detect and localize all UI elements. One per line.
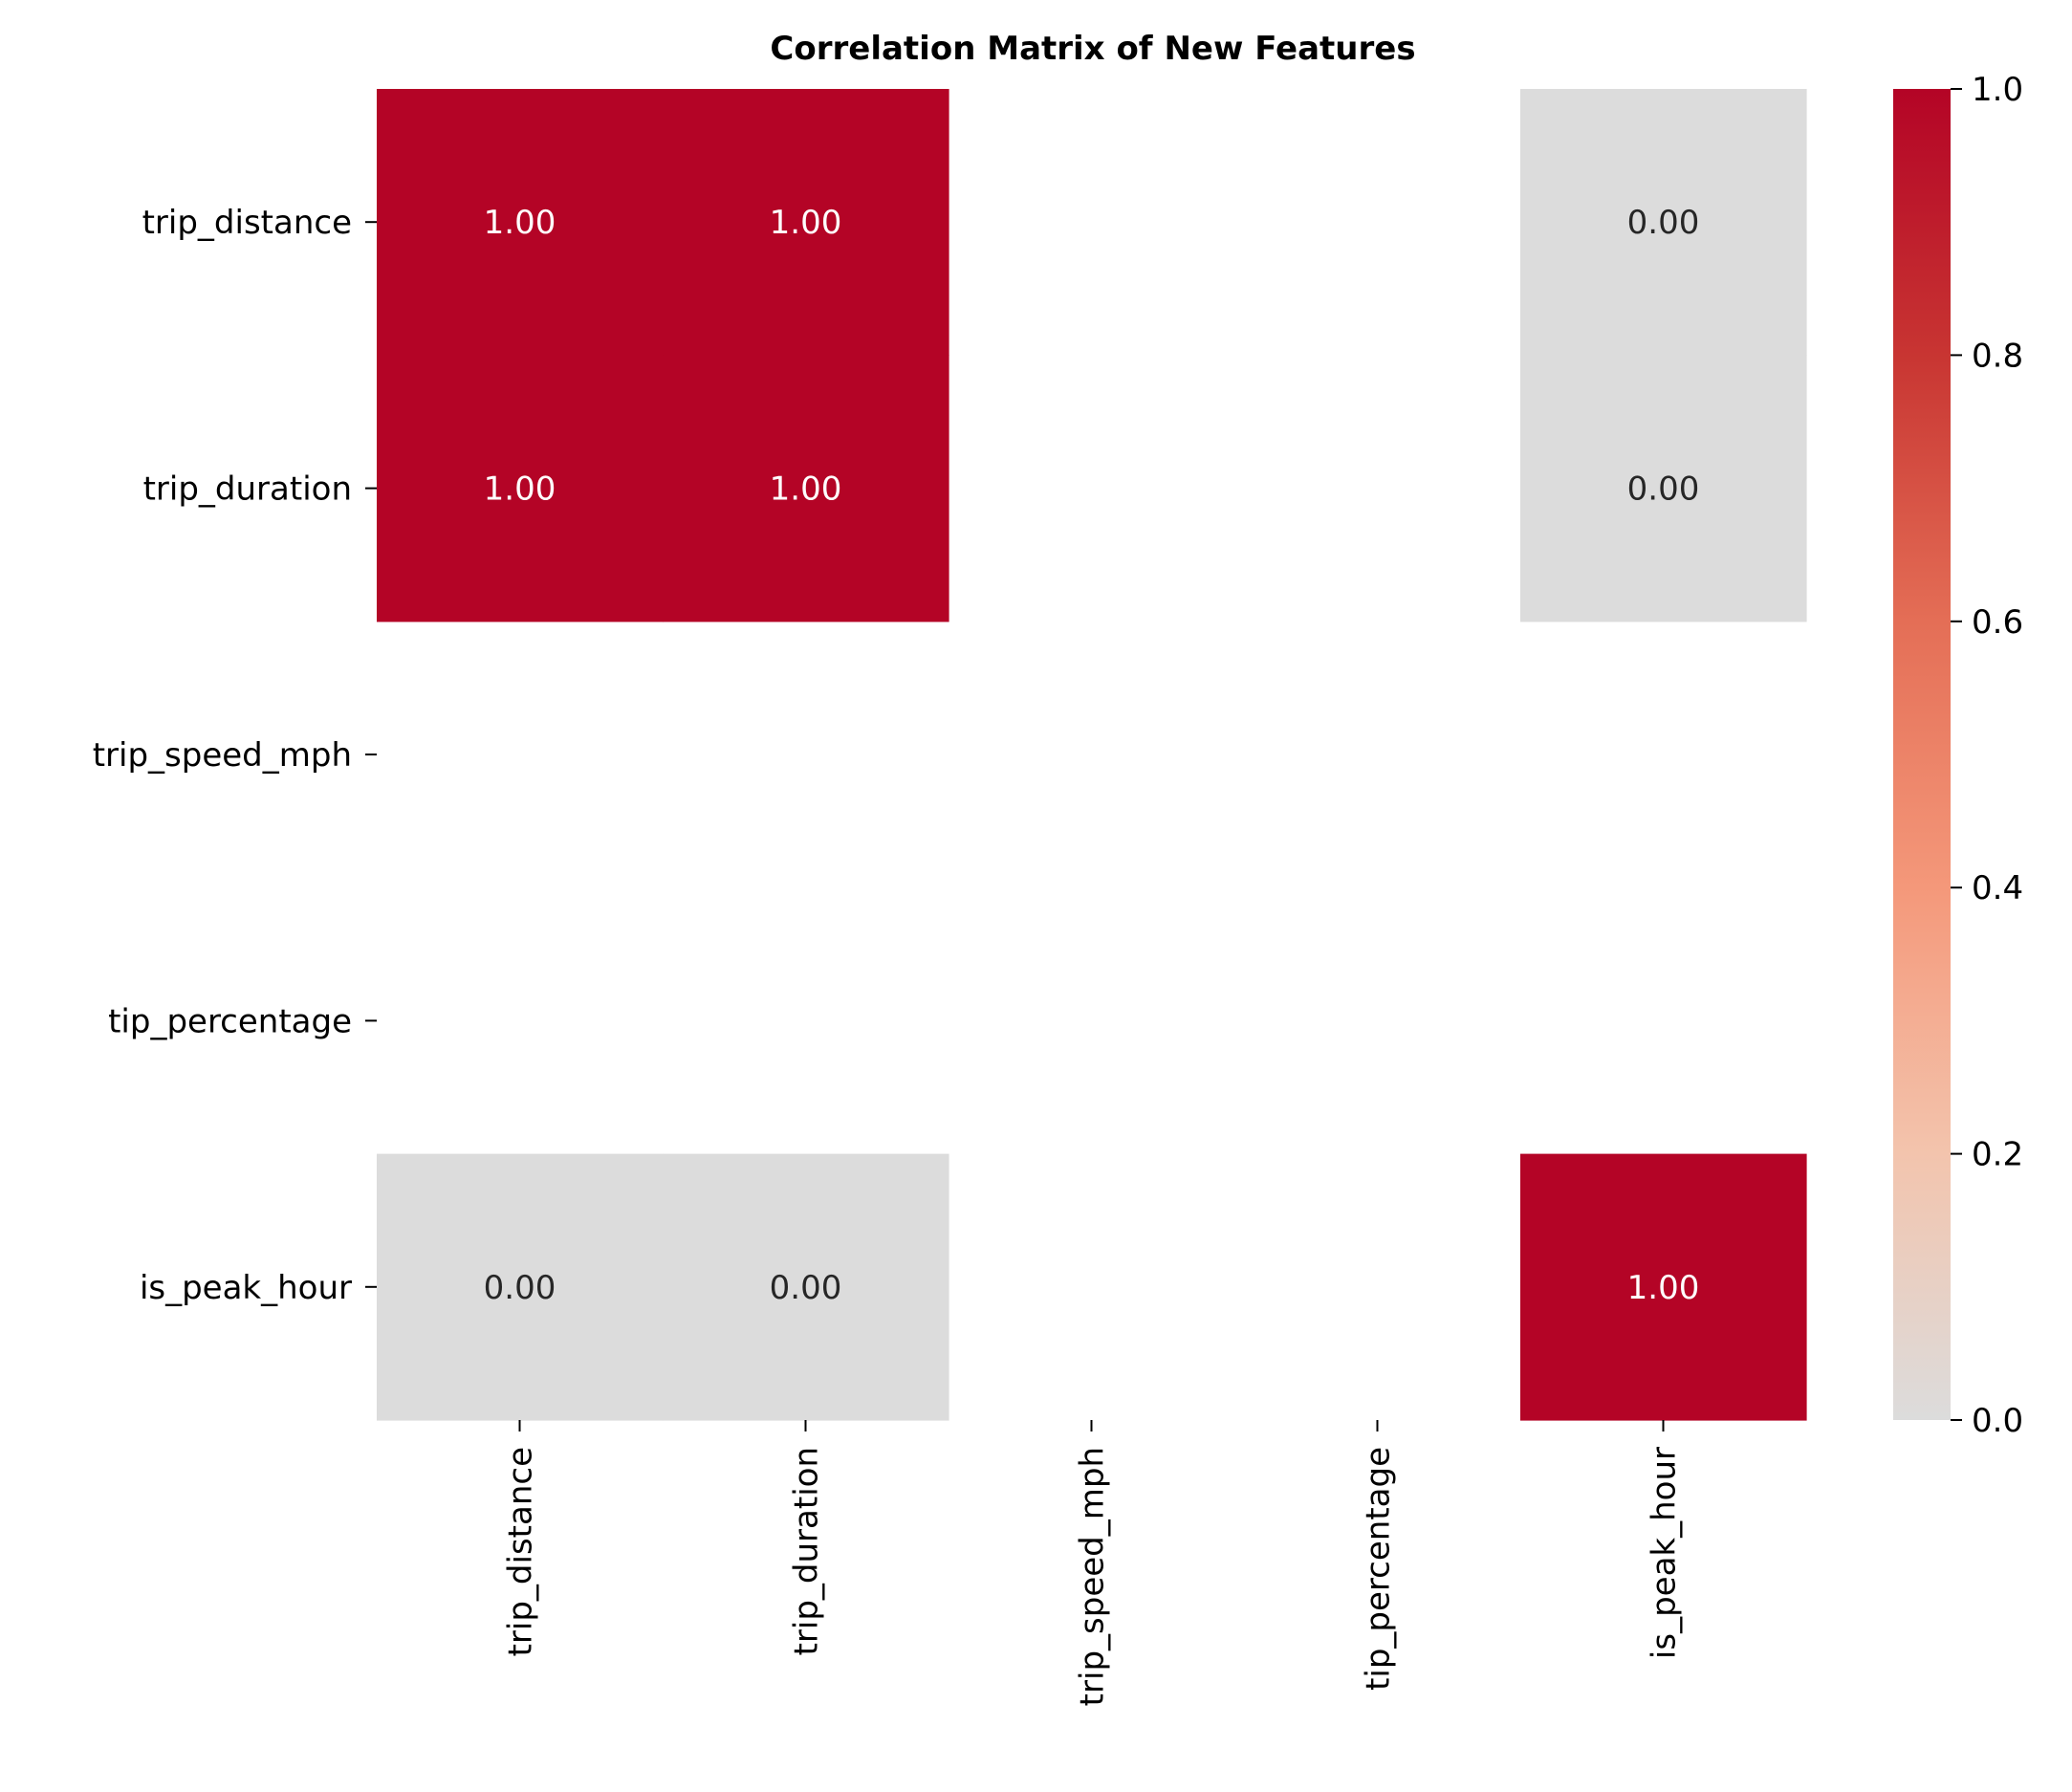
colorbar-tick-label: 0.0 (1972, 1402, 2023, 1440)
heatmap-annotations: 1.00 1.00 0.00 1.00 1.00 0.00 0.00 0.00 1.00 (484, 204, 1700, 1307)
heatmap-cell (663, 355, 949, 623)
x-tick-label: tip_percentage (1360, 1447, 1398, 1691)
cell-value-label: 0.00 (770, 1269, 842, 1307)
y-tick-label: is_peak_hour (140, 1269, 352, 1307)
x-tick-label: trip_duration (788, 1447, 826, 1655)
y-tick-label: trip_duration (143, 470, 352, 509)
x-tick-label: is_peak_hour (1646, 1447, 1684, 1659)
cell-value-label: 1.00 (1627, 1269, 1700, 1307)
heatmap-cell (377, 1153, 664, 1421)
colorbar-tick-label: 0.2 (1972, 1136, 2023, 1174)
colorbar-ticks: 0.0 0.2 0.4 0.6 0.8 1.0 (1951, 71, 2023, 1440)
cell-value-label: 0.00 (484, 1269, 556, 1307)
x-tick-label: trip_speed_mph (1074, 1447, 1112, 1706)
cell-value-label: 0.00 (1627, 204, 1700, 242)
colorbar-tick-label: 0.8 (1972, 337, 2023, 375)
heatmap-cell (663, 1153, 949, 1421)
y-tick-label: trip_speed_mph (93, 736, 352, 775)
chart-title: Correlation Matrix of New Features (770, 30, 1415, 68)
colorbar-tick-label: 0.4 (1972, 869, 2023, 907)
y-tick-label: trip_distance (142, 204, 352, 242)
cell-value-label: 1.00 (770, 470, 842, 509)
heatmap-cells (377, 89, 1807, 1421)
y-tick-label: tip_percentage (108, 1002, 352, 1040)
heatmap-cell (377, 355, 664, 623)
heatmap-cell (1520, 89, 1807, 356)
colorbar-tick-label: 1.0 (1972, 71, 2023, 109)
x-tick-label: trip_distance (502, 1447, 540, 1656)
colorbar-tick-label: 0.6 (1972, 603, 2023, 642)
heatmap-cell (663, 89, 949, 356)
y-axis: trip_distance trip_duration trip_speed_mph… (93, 204, 377, 1307)
cell-value-label: 1.00 (484, 470, 556, 509)
cell-value-label: 1.00 (770, 204, 842, 242)
heatmap-cell (1520, 355, 1807, 623)
heatmap-cell (1520, 1153, 1807, 1421)
cell-value-label: 1.00 (484, 204, 556, 242)
cell-value-label: 0.00 (1627, 470, 1700, 509)
heatmap-cell (377, 89, 664, 356)
colorbar (1893, 89, 1951, 1420)
x-axis: trip_distance trip_duration trip_speed_mph… (502, 1420, 1684, 1706)
